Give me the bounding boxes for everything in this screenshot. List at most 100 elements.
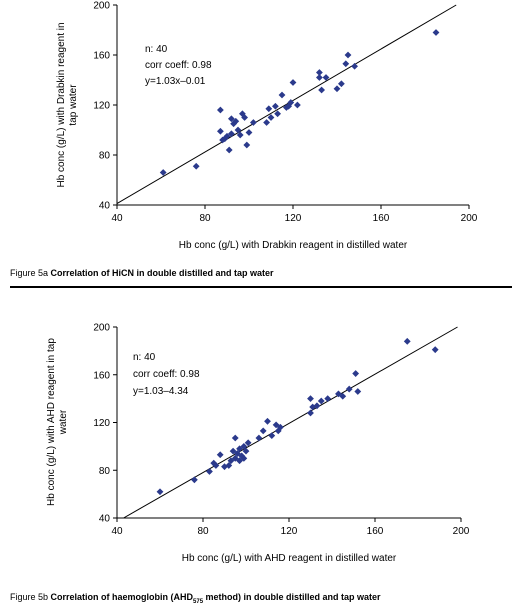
chart-5b-annotation: n: 40 (133, 352, 156, 363)
chart-5a-y-tick-label: 80 (99, 151, 111, 162)
chart-5a-data-point (241, 114, 248, 121)
caption-5b-title: Correlation of haemoglobin (AHD (50, 592, 194, 602)
chart-5a-data-point (294, 101, 301, 109)
chart-5a-x-tick-label: 200 (461, 213, 478, 224)
chart-5b-data-point (345, 385, 353, 393)
chart-5b-data-point (268, 432, 276, 440)
chart-5b-data-point (216, 451, 224, 459)
caption-5a-prefix: Figure 5a (10, 268, 51, 278)
chart-5b-data-point (274, 427, 282, 435)
chart-5b-data-point (191, 476, 198, 484)
chart-5b-data-point (264, 417, 271, 425)
chart-5a-data-point (316, 74, 323, 81)
chart-5a-data-point (351, 62, 358, 70)
chart-5b-data-point (354, 388, 362, 395)
chart-5b-y-tick-label: 160 (93, 370, 110, 381)
chart-5b-data-point (403, 337, 411, 345)
chart-5a-data-point (232, 117, 240, 125)
chart-5a-data-point (245, 129, 253, 136)
chart-5b-y-tick-label: 80 (99, 466, 111, 477)
chart-5a-x-tick-label: 160 (373, 213, 390, 224)
chart-5a-data-point (338, 80, 345, 88)
chart-5a-x-tick-label: 80 (199, 213, 211, 224)
chart-5a-data-point (250, 119, 257, 126)
chart-5a-data-point (239, 110, 246, 118)
chart-5a-data-point (287, 99, 295, 106)
chart-5a-data-point (267, 114, 275, 121)
chart-5b-data-point (324, 395, 332, 403)
chart-5a-data-point (192, 162, 200, 170)
chart-5b-data-point (225, 462, 233, 469)
chart-5b-x-tick-label: 40 (111, 526, 123, 537)
chart-5a-data-point (228, 130, 235, 138)
chart-5b-y-tick-label: 40 (99, 514, 111, 525)
chart-5b-data-point (156, 488, 164, 496)
chart-5a-annotation: y=1.03x–0.01 (145, 76, 206, 87)
chart-5b-data-point (231, 454, 239, 462)
chart-5b-annotation: y=1.03–4.34 (133, 386, 189, 397)
chart-5b-y-tick-label: 200 (93, 323, 110, 334)
caption-5b-prefix: Figure 5b (10, 592, 51, 602)
chart-5a-y-tick-label: 120 (93, 101, 110, 112)
chart-5b-x-tick-label: 160 (367, 526, 384, 537)
chart-5b-data-point (212, 462, 220, 469)
chart-5a-data-point (272, 102, 279, 110)
chart-5a-data-point (318, 86, 325, 94)
chart-5b-data-point (238, 452, 246, 460)
chart-5b-trendline (123, 326, 458, 519)
chart-5b-x-tick-label: 200 (453, 526, 470, 537)
caption-5b-subscript: 575 (193, 598, 204, 605)
chart-5a-data-point (217, 106, 224, 114)
chart-5a-x-tick-label: 40 (111, 213, 123, 224)
chart-5b-data-point (431, 346, 439, 354)
chart-5a-data-point (236, 131, 244, 139)
chart-5b-data-point (313, 402, 321, 410)
chart-5b-data-point (242, 447, 250, 455)
chart-5b-data-point (307, 409, 314, 417)
chart-5b-data-point (231, 434, 239, 442)
chart-5b-data-point (255, 434, 263, 442)
figure-5a-caption: Figure 5a Correlation of HiCN in double … (10, 268, 274, 278)
chart-5a-x-axis-label: Hb conc (g/L) with Drabkin reagent in di… (179, 240, 408, 251)
chart-5a-data-point (316, 69, 323, 76)
chart-5a-y-tick-label: 40 (99, 201, 111, 212)
chart-5a-y-tick-label: 200 (93, 1, 110, 12)
chart-5a-trendline (116, 4, 457, 204)
chart-5b-data-point (244, 439, 252, 447)
chart-5b-annotation: corr coeff: 0.98 (133, 369, 200, 380)
chart-5a-annotation: corr coeff: 0.98 (145, 60, 212, 71)
section-divider (10, 286, 512, 288)
chart-5b-x-axis-label: Hb conc (g/L) with AHD reagent in distil… (182, 553, 397, 564)
chart-5a-data-point (228, 115, 235, 123)
chart-5a-data-point (274, 110, 281, 118)
chart-5a-data-point (223, 132, 231, 140)
chart-5b-x-tick-label: 80 (197, 526, 209, 537)
figure-5b-caption: Figure 5b Correlation of haemoglobin (AH… (10, 592, 381, 605)
chart-5a-data-point (243, 141, 251, 149)
chart-5a-data-point (333, 85, 341, 93)
chart-5a-data-point (217, 127, 224, 135)
chart-5b-data-point (240, 454, 248, 462)
chart-5b-data-point (307, 395, 314, 403)
chart-5b-data-point (259, 427, 267, 435)
chart-5b-data-point (317, 397, 325, 405)
chart-5a-data-point (234, 126, 242, 134)
chart-5a-data-point (289, 79, 297, 86)
chart-5a-data-point (263, 119, 270, 126)
chart-5a-data-point (159, 169, 167, 176)
chart-5a-x-tick-label: 120 (285, 213, 302, 224)
chart-5b-data-point (352, 370, 360, 377)
chart-5b-data-point (339, 392, 347, 400)
chart-5b-y-axis-label: Hb conc (g/L) with AHD reagent in tap (46, 338, 57, 506)
chart-5b-data-point (277, 423, 284, 431)
chart-5a-y-tick-label: 160 (93, 51, 110, 62)
chart-5b-data-point (227, 457, 235, 465)
chart-5a-data-point (225, 146, 233, 154)
chart-5b-y-axis-label: water (58, 409, 69, 435)
chart-5a-annotation: n: 40 (145, 44, 168, 55)
chart-5a-data-point (265, 105, 273, 113)
chart-5b-x-tick-label: 120 (281, 526, 298, 537)
chart-5a-data-point (432, 29, 440, 36)
chart-5a-y-axis-label: tap water (68, 84, 79, 126)
